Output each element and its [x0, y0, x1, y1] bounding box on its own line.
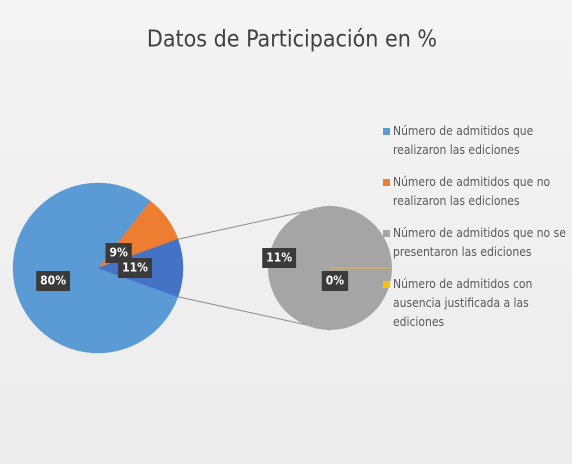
data-label-text: 11%: [122, 261, 148, 275]
data-label: 11%: [262, 248, 297, 268]
legend-text: Número de admitidos con ausencia justifi…: [393, 277, 533, 329]
pie-slice: [12, 182, 179, 354]
data-label-box: [262, 248, 297, 268]
data-label-box: [321, 271, 349, 291]
legend-item: Número de admitidos que no realizaron la…: [383, 173, 569, 211]
data-label: 80%: [36, 271, 71, 292]
data-label-box: [36, 271, 71, 292]
data-label: 0%: [321, 271, 349, 291]
data-label-text: 11%: [266, 251, 292, 265]
legend-text: Número de admitidos que no se presentaro…: [393, 226, 566, 259]
legend-swatch: [383, 230, 390, 237]
legend-swatch: [383, 179, 390, 186]
legend-swatch: [383, 281, 390, 288]
data-label-text: 80%: [40, 274, 66, 288]
legend-item: Número de admitidos con ausencia justifi…: [383, 275, 569, 332]
chart-title: Datos de Participación en %: [147, 27, 437, 53]
data-label-text: 0%: [326, 274, 345, 288]
data-label-text: 9%: [109, 246, 128, 260]
legend-text: Número de admitidos que no realizaron la…: [393, 175, 551, 208]
legend-item: Número de admitidos que realizaron las e…: [383, 122, 569, 160]
legend-swatch: [383, 128, 390, 135]
data-label-box: [118, 258, 152, 278]
legend-item: Número de admitidos que no se presentaro…: [383, 224, 569, 262]
legend: Número de admitidos que realizaron las e…: [383, 122, 569, 345]
data-label: 11%: [118, 258, 152, 278]
legend-text: Número de admitidos que realizaron las e…: [393, 124, 534, 157]
